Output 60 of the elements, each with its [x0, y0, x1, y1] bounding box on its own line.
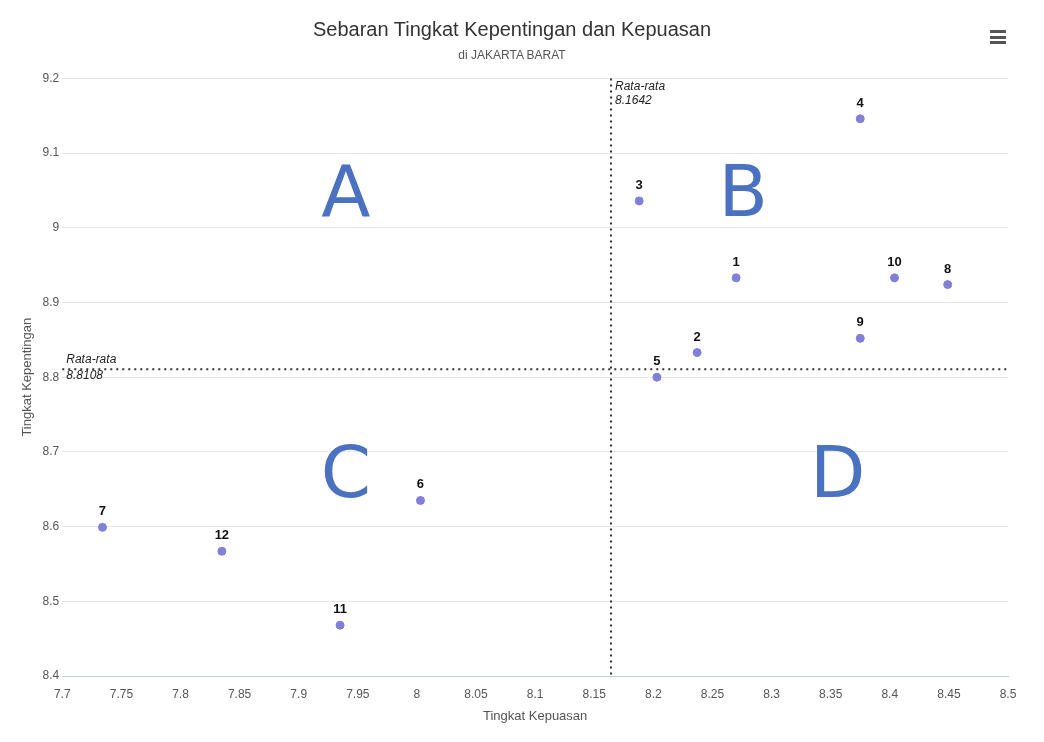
x-axis-title: Tingkat Kepuasan: [482, 707, 588, 723]
ref-line-label: Rata-rata 8.1642: [615, 79, 666, 108]
chart-title: Sebaran Tingkat Kepentingan dan Kepuasan: [312, 17, 712, 40]
annotation: D: [810, 429, 866, 514]
x-tick-label: 7.8: [172, 686, 190, 701]
x-tick-label: 8: [413, 686, 421, 701]
annotation: 11: [333, 601, 347, 617]
annotation: 6: [416, 476, 425, 492]
point: [335, 620, 345, 630]
annotation: 8: [944, 260, 952, 276]
x-tick-label: 8.15: [582, 686, 607, 701]
y-tick-label: 9: [52, 220, 60, 235]
x-tick-label: 8.25: [700, 686, 725, 701]
annotation: 10: [887, 253, 902, 269]
annotation: 5: [653, 353, 661, 369]
point: [943, 280, 953, 290]
point: [731, 273, 741, 283]
annotation: A: [321, 149, 371, 234]
point: [634, 196, 644, 206]
point: [692, 348, 702, 358]
x-tick-label: 8.3: [763, 686, 781, 701]
x-tick-label: 8.5: [999, 686, 1017, 701]
x-tick-label: 7.75: [109, 686, 134, 701]
point: [415, 495, 425, 505]
x-tick-label: 7.7: [53, 686, 71, 701]
annotation: 7: [98, 503, 107, 519]
x-tick-label: 7.85: [227, 686, 252, 701]
annotation: B: [718, 149, 768, 234]
point: [217, 546, 227, 556]
y-tick-label: 9.2: [42, 70, 60, 85]
annotation: 1: [732, 253, 740, 269]
point: [890, 273, 900, 283]
x-tick-label: 8.35: [819, 686, 843, 701]
x-tick-label: 8.05: [464, 686, 489, 701]
x-tick-label: 8.1: [526, 686, 544, 701]
y-tick-label: 8.7: [42, 444, 60, 459]
point: [855, 114, 865, 124]
annotation: C: [320, 429, 372, 514]
y-tick-label: 8.9: [42, 294, 60, 309]
annotation: 3: [635, 176, 643, 192]
point: [855, 333, 865, 343]
chart-subtitle: di JAKARTA BARAT: [458, 47, 567, 62]
y-tick-label: 8.8: [42, 369, 60, 384]
ref-line-label: Rata-rata 8.8108: [66, 352, 117, 383]
y-tick-label: 8.4: [42, 668, 60, 683]
x-tick-label: 7.95: [346, 686, 370, 701]
x-tick-label: 8.4: [881, 686, 899, 701]
y-tick-label: 8.5: [42, 593, 60, 608]
x-tick-label: 7.9: [290, 686, 308, 701]
y-axis-title: Tingkat Kepentingan: [19, 317, 35, 437]
x-tick-label: 8.2: [645, 686, 663, 701]
point: [652, 372, 662, 382]
y-tick-label: 9.1: [42, 145, 60, 160]
annotation: 2: [693, 328, 701, 344]
annotation: 4: [856, 94, 865, 110]
point: [97, 522, 107, 532]
annotation: 9: [856, 314, 864, 330]
x-tick-label: 8.45: [937, 686, 961, 701]
annotation: 12: [214, 527, 230, 543]
y-tick-label: 8.6: [42, 518, 60, 533]
